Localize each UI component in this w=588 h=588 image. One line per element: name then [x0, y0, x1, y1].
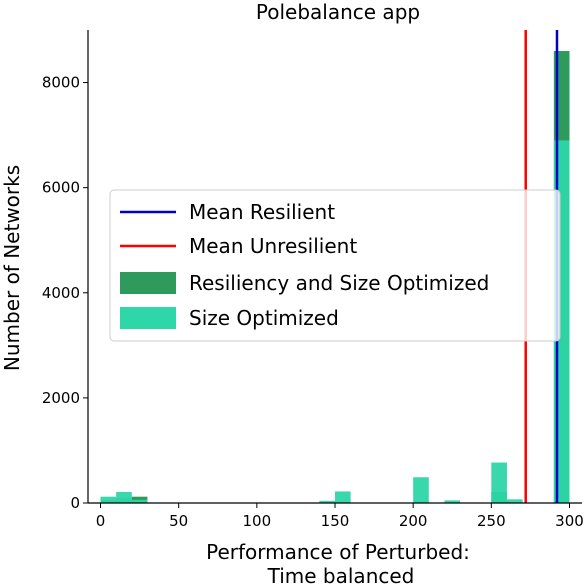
legend-label: Mean Unresilient [189, 234, 357, 258]
bar-series1-bin-200 [413, 477, 429, 503]
chart-title: Polebalance app [256, 0, 420, 24]
legend: Mean Resilient Mean Unresilient Resiliency… [109, 189, 561, 342]
bar-series1-bin-20 [131, 499, 148, 503]
x-tick-label: 150 [321, 512, 350, 530]
y-axis-label: Number of Networks [0, 165, 24, 371]
legend-swatch-patch [120, 307, 176, 329]
bar-series1-bin-250 [491, 462, 507, 503]
bar-series1-bin-140 [319, 500, 335, 503]
legend-swatch-patch [120, 272, 176, 294]
x-tick-label: 300 [555, 512, 584, 530]
bar-series1-bin-10 [116, 491, 132, 503]
x-tick-label: 100 [243, 512, 272, 530]
x-tick-label: 50 [169, 512, 188, 530]
x-tick-label: 0 [96, 512, 106, 530]
y-tick-label: 8000 [42, 74, 80, 92]
x-axis-label-line-1: Performance of Perturbed: [206, 540, 470, 564]
x-tick-label: 250 [477, 512, 506, 530]
y-tick-label: 0 [70, 494, 80, 512]
bar-series1-bin-260 [506, 499, 523, 503]
legend-label: Size Optimized [189, 306, 339, 330]
bar-series1-bin-0 [100, 496, 117, 503]
bar-series1-bin-220 [444, 500, 461, 503]
y-tick-label: 4000 [42, 284, 80, 302]
legend-frame [109, 189, 561, 342]
x-ticks: 0 50 100 150 200 250 300 [96, 503, 584, 530]
y-tick-label: 6000 [42, 179, 80, 197]
legend-label: Resiliency and Size Optimized [189, 271, 489, 295]
bar-series1-bin-150 [335, 491, 351, 503]
y-tick-label: 2000 [42, 389, 80, 407]
legend-label: Mean Resilient [189, 200, 335, 224]
y-ticks: 0 2000 4000 6000 8000 [42, 74, 88, 512]
x-axis-label-line-2: Time balanced [267, 564, 415, 588]
x-tick-label: 200 [399, 512, 428, 530]
